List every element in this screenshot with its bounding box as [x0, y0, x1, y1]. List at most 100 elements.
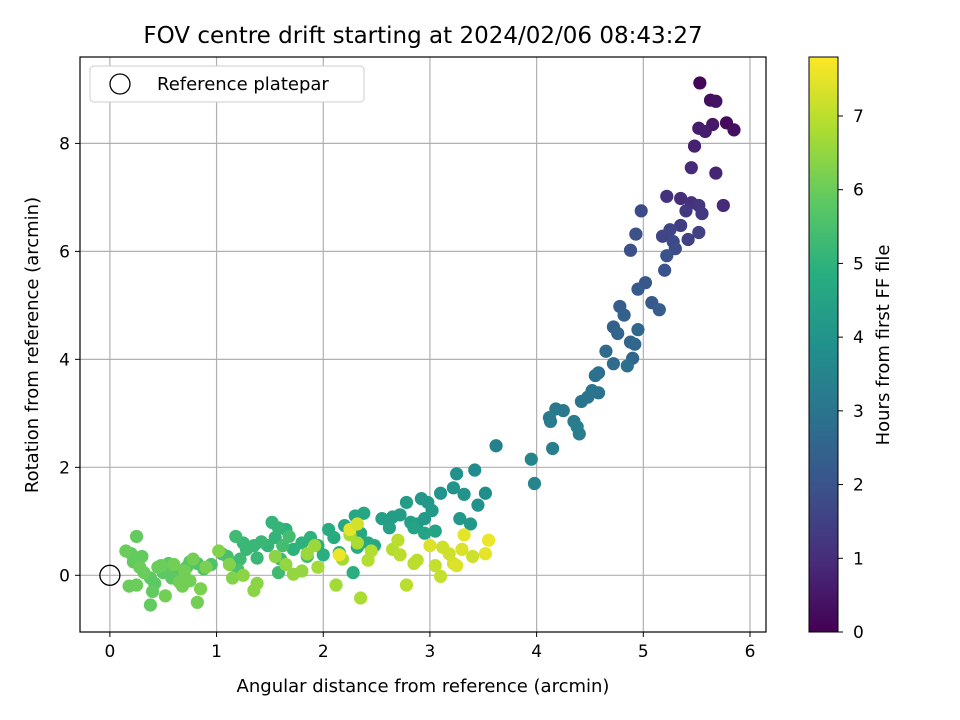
data-point — [527, 476, 542, 491]
data-point — [353, 591, 368, 605]
data-point — [679, 204, 693, 218]
data-point — [308, 539, 322, 553]
data-point — [364, 544, 378, 558]
data-point — [186, 552, 200, 566]
data-point — [350, 536, 364, 550]
data-points — [99, 76, 741, 612]
x-tick-label: 6 — [745, 642, 756, 662]
y-tick-label: 2 — [59, 458, 70, 478]
data-point — [346, 566, 360, 580]
data-point — [239, 542, 254, 556]
data-point — [572, 427, 586, 441]
data-point — [391, 533, 405, 547]
data-point — [193, 582, 208, 596]
y-tick-label: 0 — [59, 566, 70, 586]
legend-box — [89, 65, 365, 103]
data-point — [382, 521, 396, 535]
legend: Reference platepar — [89, 65, 365, 103]
x-tick-label: 4 — [531, 642, 542, 662]
y-tick-label: 6 — [59, 242, 70, 262]
data-point — [466, 549, 480, 564]
colorbar-tick-label: 0 — [853, 623, 864, 643]
data-point — [247, 583, 261, 598]
colorbar-tick-label: 2 — [853, 476, 864, 496]
data-point — [546, 441, 560, 456]
data-point — [585, 384, 599, 398]
data-point — [332, 548, 346, 562]
data-point — [674, 218, 688, 233]
x-tick-label: 3 — [425, 642, 436, 662]
data-point — [279, 557, 293, 572]
data-point — [295, 564, 309, 578]
data-point — [628, 337, 642, 351]
data-point — [611, 326, 625, 341]
axis-ticks: 0 1 2 3 4 5 6 0 2 4 6 8 — [59, 134, 755, 662]
data-point — [311, 560, 325, 574]
data-point — [652, 303, 666, 317]
data-point — [663, 223, 677, 237]
data-point — [453, 512, 467, 526]
data-point — [375, 512, 389, 526]
legend-reference-marker — [109, 73, 131, 95]
data-point — [268, 549, 282, 564]
data-point — [434, 569, 448, 583]
data-point — [709, 94, 723, 108]
data-point — [265, 515, 279, 529]
data-point — [727, 123, 741, 137]
data-point — [457, 528, 471, 542]
data-point — [629, 227, 643, 241]
data-point — [143, 598, 158, 612]
data-point — [418, 526, 432, 540]
plot-frame — [79, 56, 767, 633]
data-point — [407, 521, 421, 535]
data-point — [478, 486, 493, 500]
legend-label: Reference platepar — [157, 74, 329, 95]
data-point — [468, 463, 482, 477]
data-point — [151, 560, 165, 574]
x-axis-label: Angular distance from reference (arcmin) — [237, 676, 610, 697]
data-point — [399, 578, 414, 592]
colorbar-tick-label: 3 — [853, 402, 864, 422]
data-point — [489, 439, 503, 453]
data-point — [606, 357, 621, 371]
data-point — [463, 517, 478, 531]
data-point — [329, 578, 343, 592]
data-point — [588, 368, 602, 383]
data-point — [327, 530, 341, 545]
data-point — [428, 558, 442, 573]
data-point — [129, 578, 144, 592]
colorbar-tick-label: 7 — [853, 107, 864, 127]
chart-title: FOV centre drift starting at 2024/02/06 … — [143, 23, 702, 49]
data-point — [158, 589, 172, 603]
data-point — [455, 542, 469, 556]
y-tick-label: 8 — [59, 134, 70, 154]
data-point — [716, 198, 730, 213]
data-point — [674, 191, 688, 206]
data-point — [631, 282, 645, 296]
data-point — [212, 544, 226, 558]
reference-point-marker — [99, 564, 121, 586]
data-point — [250, 551, 264, 565]
data-point — [350, 517, 364, 531]
data-point — [631, 323, 645, 337]
data-point — [658, 263, 672, 277]
data-point — [446, 481, 461, 495]
data-point — [543, 414, 558, 429]
data-point — [233, 552, 247, 566]
data-point — [175, 579, 190, 593]
data-point — [393, 548, 407, 562]
data-point — [410, 553, 424, 567]
data-point — [450, 467, 464, 481]
data-point — [524, 452, 538, 466]
data-point — [634, 204, 648, 218]
colorbar-label: Hours from first FF file — [873, 245, 894, 446]
colorbar-tick-label: 1 — [853, 549, 864, 569]
data-point — [137, 566, 151, 580]
data-point — [199, 560, 213, 574]
data-point — [282, 529, 296, 544]
data-point — [620, 359, 634, 373]
data-point — [687, 139, 702, 153]
data-point — [119, 544, 133, 558]
data-point — [693, 76, 707, 90]
